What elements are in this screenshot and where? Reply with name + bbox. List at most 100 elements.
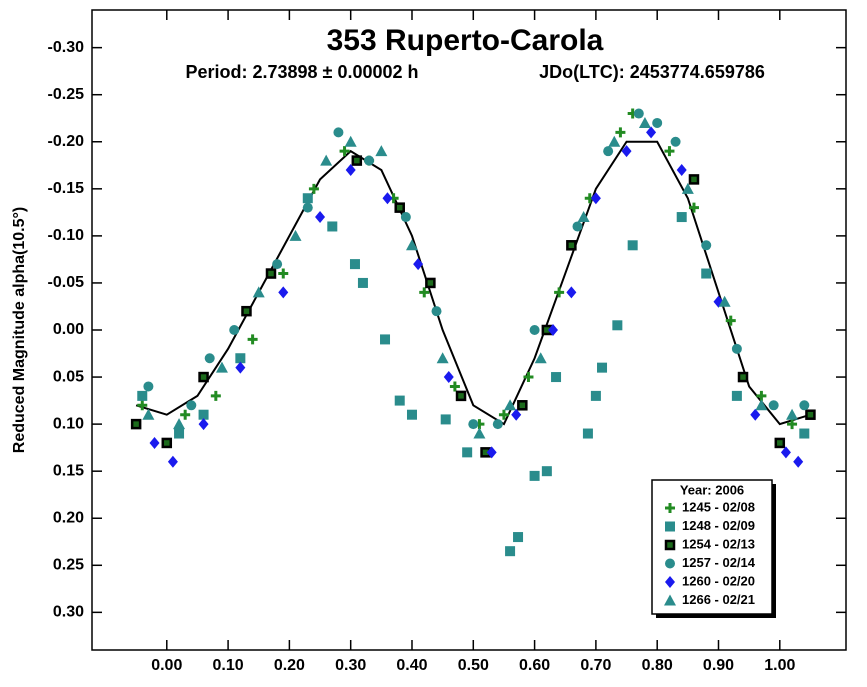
triangle-marker <box>577 211 590 223</box>
epoch-annotation: JDo(LTC): 2453774.659786 <box>539 62 765 82</box>
plus-marker <box>137 400 148 411</box>
circle-marker <box>186 400 197 411</box>
diamond-marker <box>443 371 454 384</box>
square-marker <box>774 437 786 449</box>
circle-marker <box>572 221 583 232</box>
triangle-marker <box>289 229 302 241</box>
square-marker <box>174 428 185 439</box>
circle-marker <box>529 325 540 335</box>
circle-marker <box>665 558 675 569</box>
circle-marker <box>229 325 240 335</box>
diamond-marker <box>621 145 632 158</box>
diamond-marker <box>590 192 601 205</box>
triangle-marker <box>375 145 388 157</box>
triangle-marker <box>638 116 651 128</box>
diamond-marker <box>676 164 687 176</box>
triangle-marker <box>215 361 228 373</box>
x-tick-label: 0.40 <box>396 657 427 674</box>
legend-label: 1257 - 02/14 <box>682 555 756 570</box>
square-marker <box>664 539 676 551</box>
circle-marker <box>799 400 810 411</box>
square-marker <box>161 437 173 449</box>
y-tick-label: 0.25 <box>53 557 84 574</box>
legend-label: 1266 - 02/21 <box>682 592 755 607</box>
diamond-marker <box>382 192 393 205</box>
x-tick-label: 0.80 <box>642 657 673 674</box>
square-marker <box>701 268 712 279</box>
square-marker <box>425 277 436 289</box>
triangle-marker <box>344 135 357 147</box>
triangle-marker <box>252 286 265 298</box>
diamond-marker <box>198 418 209 431</box>
square-marker <box>517 400 528 411</box>
square-marker <box>198 409 209 420</box>
circle-marker <box>431 306 442 317</box>
square-marker <box>327 221 338 232</box>
square-marker <box>731 390 742 401</box>
square-marker <box>357 277 368 288</box>
plus-marker <box>665 503 675 513</box>
circle-marker <box>670 136 681 147</box>
square-marker <box>799 428 810 439</box>
square-marker <box>590 390 601 401</box>
circle-marker <box>143 381 154 392</box>
y-tick-label: -0.20 <box>48 133 85 150</box>
x-tick-label: 0.70 <box>580 657 611 674</box>
plus-marker <box>449 381 460 392</box>
y-tick-label: 0.05 <box>53 368 84 385</box>
triangle-marker <box>681 182 694 194</box>
square-marker <box>462 447 473 458</box>
square-marker <box>566 240 577 251</box>
square-marker <box>688 174 700 185</box>
circle-marker <box>731 343 742 354</box>
period-annotation: Period: 2.73898 ± 0.00002 h <box>185 62 418 82</box>
circle-marker <box>302 202 313 213</box>
square-marker <box>597 362 608 373</box>
diamond-marker <box>793 455 804 468</box>
circle-marker <box>333 127 344 138</box>
plus-marker <box>725 315 736 326</box>
circle-marker <box>204 353 215 364</box>
y-tick-label: 0.15 <box>53 462 84 479</box>
square-marker <box>394 395 405 406</box>
plus-marker <box>180 409 191 420</box>
diamond-marker <box>413 258 424 271</box>
square-marker <box>805 409 816 420</box>
triangle-marker <box>755 399 768 411</box>
triangle-marker <box>473 427 486 439</box>
circle-marker <box>701 240 712 251</box>
plus-marker <box>787 419 798 430</box>
y-tick-label: 0.20 <box>53 509 84 526</box>
legend-label: 1248 - 02/09 <box>682 518 755 533</box>
square-marker <box>541 466 552 477</box>
square-marker <box>529 470 540 481</box>
diamond-marker <box>566 286 577 299</box>
square-marker <box>505 546 516 557</box>
square-marker <box>513 532 524 543</box>
circle-marker <box>272 259 283 270</box>
square-marker <box>551 372 562 383</box>
square-marker <box>380 334 391 345</box>
x-tick-label: 0.20 <box>274 657 305 674</box>
diamond-marker <box>315 211 326 224</box>
circle-marker <box>400 212 411 223</box>
square-marker <box>440 414 451 425</box>
circle-marker <box>768 400 779 411</box>
plus-marker <box>664 146 675 157</box>
plus-marker <box>278 268 289 279</box>
diamond-marker <box>547 324 558 336</box>
circle-marker <box>603 146 614 157</box>
plus-marker <box>554 287 565 298</box>
x-tick-label: 0.90 <box>703 657 734 674</box>
plus-marker <box>688 202 699 213</box>
triangle-marker <box>718 295 731 307</box>
square-marker <box>265 268 277 279</box>
y-tick-label: 0.10 <box>53 415 84 432</box>
chart-title: 353 Ruperto-Carola <box>327 24 604 57</box>
diamond-marker <box>511 408 522 421</box>
plus-marker <box>210 390 221 401</box>
plus-marker <box>615 127 626 138</box>
diamond-marker <box>646 126 657 139</box>
triangle-marker <box>405 239 418 251</box>
